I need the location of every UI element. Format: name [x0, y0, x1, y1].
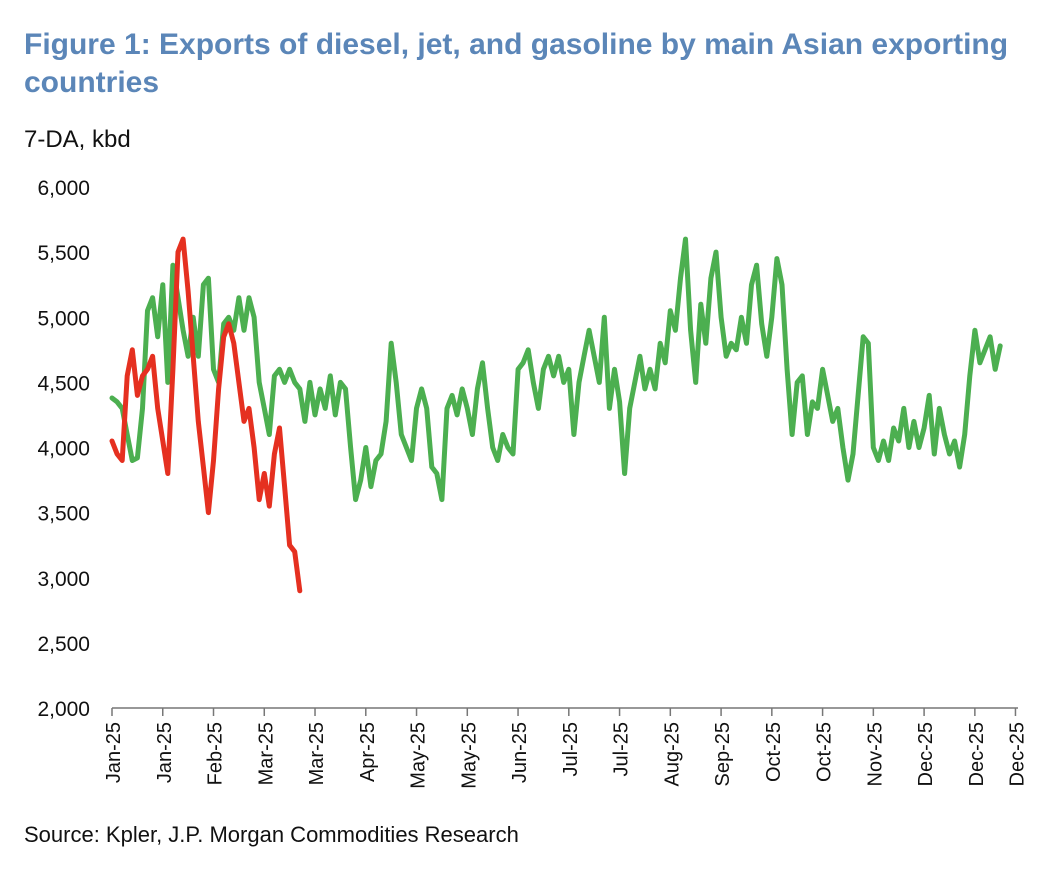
chart-series	[109, 236, 1003, 594]
x-tick-label: Dec-25	[1006, 722, 1028, 786]
x-axis-ticks: Jan-25 Jan-25 Feb-25 Mar-25 Mar-25 Apr-25 May-…	[103, 708, 1028, 789]
x-tick-label: Jul-25	[611, 722, 633, 776]
y-tick-label: 4,500	[37, 372, 90, 395]
y-tick-label: 5,000	[37, 307, 90, 330]
x-tick-label: May-25	[408, 722, 430, 789]
y-tick-label: 5,500	[37, 242, 90, 265]
y-tick-label: 3,500	[37, 503, 90, 526]
x-tick-label: Jan-25	[103, 722, 125, 783]
chart-title: Figure 1: Exports of diesel, jet, and ga…	[24, 28, 1009, 99]
x-tick-label: Dec-25	[966, 722, 988, 786]
x-tick-label: Jan-25	[154, 722, 176, 783]
x-tick-label: Sep-25	[712, 722, 734, 787]
x-tick-label: May-25	[458, 722, 480, 789]
y-tick-label: 4,000	[37, 438, 90, 461]
y-tick-label: 2,000	[37, 698, 90, 721]
x-tick-label: Feb-25	[205, 722, 227, 785]
x-tick-label: Mar-25	[306, 722, 328, 785]
x-tick-label: Jul-25	[560, 722, 582, 776]
x-tick-label: Oct-25	[763, 722, 785, 782]
y-tick-label: 6,000	[37, 177, 90, 200]
x-tick-label: Oct-25	[814, 722, 836, 782]
x-tick-label: Nov-25	[864, 722, 886, 786]
x-tick-label: Aug-25	[661, 722, 683, 787]
x-tick-label: Mar-25	[255, 722, 277, 785]
series-line	[109, 236, 1003, 503]
x-tick-label: Apr-25	[357, 722, 379, 782]
series-line	[109, 236, 303, 594]
x-tick-label: Jun-25	[509, 722, 531, 783]
source-note: Source: Kpler, J.P. Morgan Commodities R…	[24, 822, 519, 847]
y-tick-label: 2,500	[37, 633, 90, 656]
y-axis-ticks: 2,000 2,500 3,000 3,500 4,000 4,500 5,000 5,500…	[37, 177, 90, 721]
y-tick-label: 3,000	[37, 568, 90, 591]
x-tick-label: Dec-25	[915, 722, 937, 786]
unit-label: 7-DA, kbd	[24, 126, 131, 153]
